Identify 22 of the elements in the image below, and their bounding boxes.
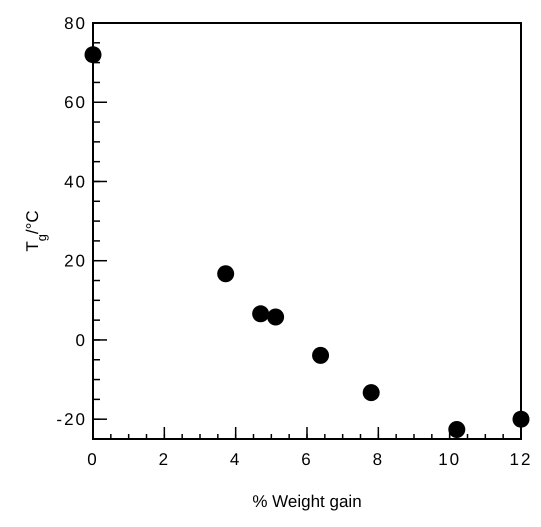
x-axis-title: % Weight gain	[252, 492, 362, 511]
y-tick-label: 60	[64, 93, 87, 112]
x-tick-label: 12	[510, 450, 532, 469]
point	[252, 305, 270, 322]
y-tick-label: 0	[76, 330, 87, 350]
point	[362, 384, 380, 402]
point	[312, 346, 330, 364]
x-tick-label: 10	[438, 450, 462, 469]
point	[448, 421, 466, 438]
y-tick-label: -20	[56, 410, 87, 430]
point	[84, 46, 102, 64]
x-tick-label: 0	[87, 450, 99, 469]
x-tick-label: 8	[372, 450, 384, 469]
point	[267, 308, 284, 326]
point	[512, 410, 530, 428]
x-tick-label: 4	[230, 450, 242, 469]
x-tick-label: 6	[301, 450, 313, 469]
y-tick-label: 20	[64, 252, 87, 271]
y-tick-label: 80	[64, 14, 87, 33]
point	[217, 265, 234, 282]
x-tick-label: 2	[158, 450, 170, 469]
y-tick-label: 40	[64, 172, 87, 192]
